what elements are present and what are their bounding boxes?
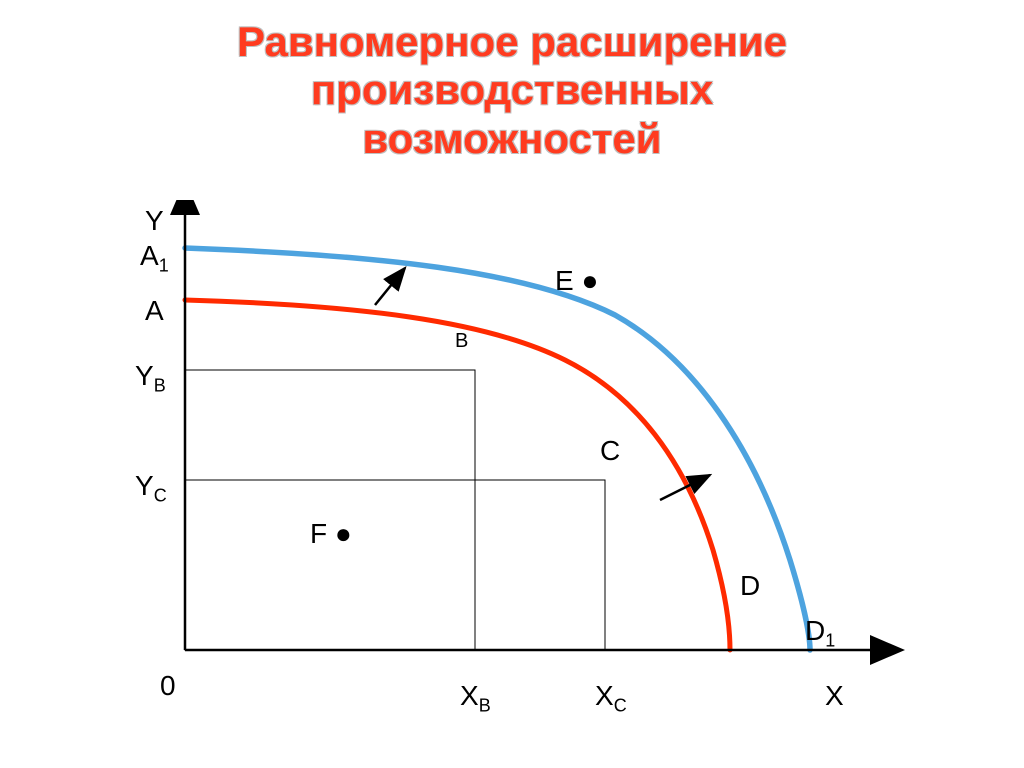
label-YB: YB — [135, 360, 166, 397]
label-XB: XB — [460, 680, 491, 717]
guide-box-1 — [185, 480, 605, 650]
ppf-chart: 0YA1AYBYCXBXCXBCDD1E ●F ● — [105, 200, 905, 730]
label-YC: YC — [135, 470, 167, 507]
label-A: A — [145, 295, 164, 327]
label-D1: D1 — [805, 615, 835, 652]
chart-title: Равномерное расширение производственных … — [62, 0, 962, 163]
chart-svg — [105, 200, 905, 730]
label-XC: XC — [595, 680, 627, 717]
guide-box-0 — [185, 370, 475, 650]
label-C: C — [600, 435, 620, 467]
label-E: E ● — [555, 265, 598, 297]
title-line-1: Равномерное расширение — [237, 18, 787, 65]
expansion-arrow-0 — [375, 268, 405, 305]
title-line-2: производственных — [311, 66, 713, 113]
label-Y: Y — [145, 205, 164, 237]
label-0: 0 — [160, 670, 176, 702]
label-B: B — [455, 330, 468, 353]
label-A1: A1 — [140, 240, 169, 277]
curve-outer — [185, 248, 810, 650]
title-line-3: возможностей — [362, 115, 661, 162]
label-D: D — [740, 570, 760, 602]
label-F: F ● — [310, 518, 352, 550]
label-X: X — [825, 680, 844, 712]
